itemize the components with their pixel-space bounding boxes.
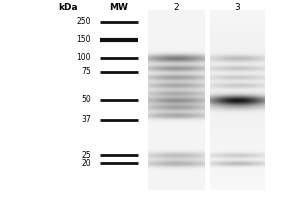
Text: 25: 25 [81, 150, 91, 160]
Text: 50: 50 [81, 96, 91, 104]
Text: 3: 3 [234, 3, 240, 12]
Text: MW: MW [110, 3, 128, 12]
Text: 75: 75 [81, 68, 91, 76]
Text: 100: 100 [76, 53, 91, 62]
Text: 250: 250 [76, 18, 91, 26]
Text: kDa: kDa [58, 3, 78, 12]
Text: 37: 37 [81, 116, 91, 124]
Text: 20: 20 [81, 158, 91, 168]
Text: 150: 150 [76, 36, 91, 45]
Text: 2: 2 [173, 3, 179, 12]
